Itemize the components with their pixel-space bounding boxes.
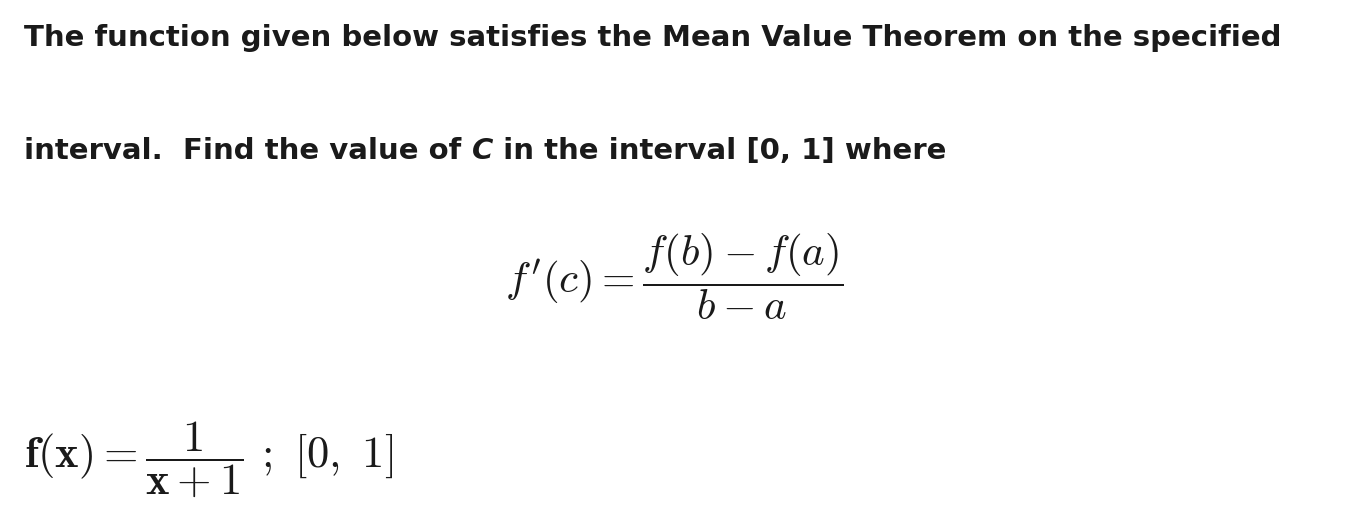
Text: C: C bbox=[472, 137, 493, 165]
Text: interval.  Find the value of: interval. Find the value of bbox=[24, 137, 472, 165]
Text: in the interval [0, 1] where: in the interval [0, 1] where bbox=[493, 137, 946, 165]
Text: The function given below satisfies the Mean Value Theorem on the specified: The function given below satisfies the M… bbox=[24, 24, 1282, 52]
Text: $f'(c) = \dfrac{f(b) - f(a)}{b - a}$: $f'(c) = \dfrac{f(b) - f(a)}{b - a}$ bbox=[504, 232, 844, 323]
Text: $\mathbf{f(x) = \dfrac{1}{x+1}}$ $\mathbf{;\ [0,\ 1]}$: $\mathbf{f(x) = \dfrac{1}{x+1}}$ $\mathb… bbox=[24, 419, 394, 499]
